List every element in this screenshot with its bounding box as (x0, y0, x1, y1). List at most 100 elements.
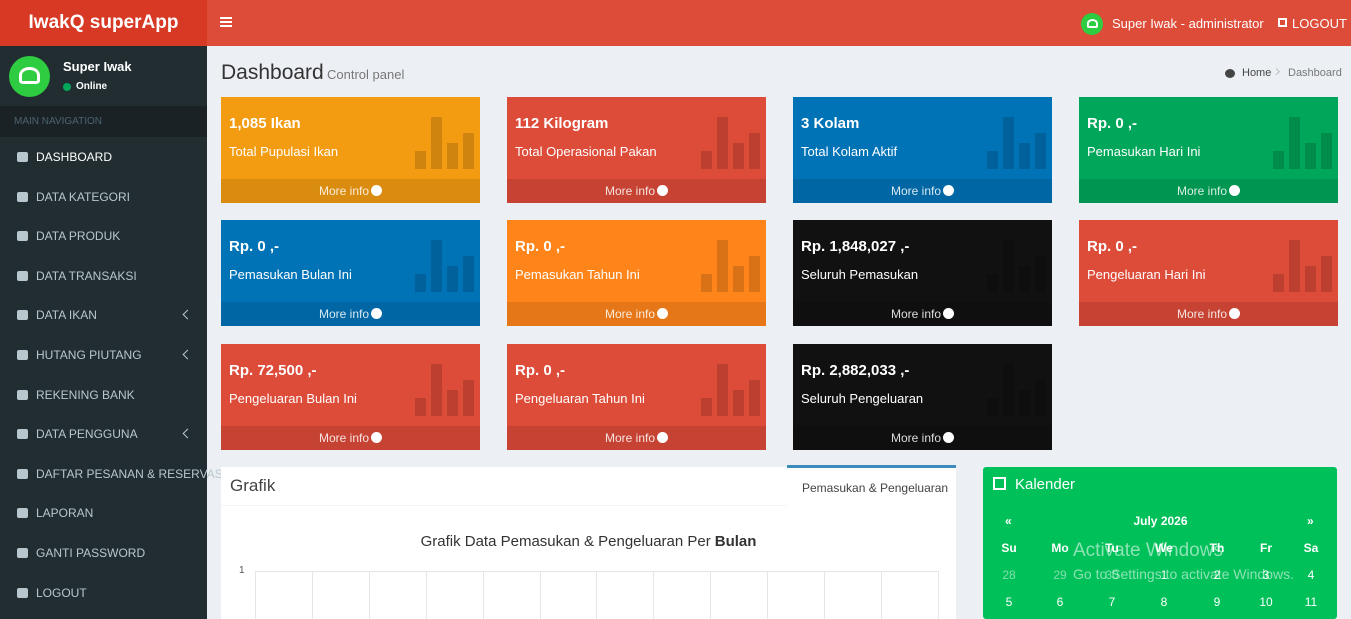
box-link-icon (657, 432, 668, 443)
box-footer[interactable]: More info (1079, 302, 1338, 326)
nav-item[interactable] (0, 297, 207, 335)
nav-icon (17, 389, 28, 400)
box-icon-bar (431, 240, 442, 292)
calendar-prev[interactable]: « (1005, 514, 1012, 528)
box-footer[interactable]: More info (1079, 179, 1338, 203)
box-footer[interactable]: More info (507, 302, 766, 326)
brand: IwakQ superApp (28, 12, 179, 33)
calendar-day[interactable]: 6 (1056, 595, 1064, 609)
box-value: Rp. 1,848,027 ,- (801, 238, 910, 255)
calendar-day[interactable]: 3 (1262, 568, 1270, 582)
calendar-day[interactable]: 11 (1304, 595, 1318, 609)
box-label: Pemasukan Tahun Ini (515, 267, 640, 282)
info-box: Rp. 0 ,- Pengeluaran Tahun Ini More info (507, 344, 766, 450)
box-footer[interactable]: More info (793, 426, 1052, 450)
info-box: Rp. 1,848,027 ,- Seluruh Pemasukan More in… (793, 220, 1052, 326)
nav-label: DATA TRANSAKSI (36, 268, 137, 283)
calendar-icon (993, 477, 1006, 490)
chart-title-bold: Bulan (714, 533, 757, 550)
box-link-icon (657, 308, 668, 319)
info-box: 1,085 Ikan Total Pupulasi Ikan More info (221, 97, 480, 203)
weekday: Tu (1105, 541, 1119, 555)
box-icon-bar (463, 380, 474, 416)
box-icon-bar (1019, 143, 1030, 169)
user-status: Online (76, 81, 108, 92)
grafik-title: Grafik (230, 476, 276, 495)
nav-icon (17, 191, 28, 202)
box-icon-bar (447, 143, 458, 169)
calendar-next[interactable]: » (1307, 514, 1314, 528)
toggle-line (220, 25, 232, 27)
box-icon-bar (1289, 240, 1300, 292)
box-icon-bar (701, 398, 712, 416)
grafik-tab[interactable] (787, 465, 956, 506)
header-logout[interactable]: LOGOUT (1292, 16, 1347, 31)
calendar-day[interactable]: 29 (1053, 568, 1067, 582)
calendar-day[interactable]: 5 (1005, 595, 1013, 609)
calendar-day[interactable]: 30 (1105, 568, 1119, 582)
info-box: Rp. 0 ,- Pemasukan Bulan Ini More info (221, 220, 480, 326)
header-bar (207, 0, 1351, 46)
box-value: Rp. 0 ,- (515, 238, 566, 255)
nav-icon (17, 270, 28, 281)
calendar-day[interactable]: 7 (1108, 595, 1116, 609)
nav-item[interactable] (0, 575, 207, 613)
box-icon-bar (447, 390, 458, 416)
home-icon (1225, 69, 1235, 78)
nav-icon (17, 508, 28, 519)
nav-icon (17, 350, 28, 360)
grid-line-v (653, 571, 655, 619)
calendar-day[interactable]: 10 (1259, 595, 1273, 609)
grid-line-v (539, 571, 541, 619)
box-footer[interactable]: More info (221, 179, 480, 203)
box-icon-bar (463, 256, 474, 292)
box-link-icon (943, 432, 954, 443)
calendar-day[interactable]: 4 (1307, 568, 1315, 582)
box-footer[interactable]: More info (507, 426, 766, 450)
box-link-icon (371, 185, 382, 196)
box-label: Pengeluaran Bulan Ini (229, 391, 357, 406)
nav-icon (17, 587, 28, 598)
user-menu[interactable]: Super Iwak - administrator (1112, 16, 1264, 31)
nav-label: DATA KATEGORI (36, 189, 131, 204)
y-tick-label: 1 (239, 565, 245, 576)
info-box: Rp. 0 ,- Pemasukan Hari Ini More info (1079, 97, 1338, 203)
box-icon-bar (1289, 117, 1300, 169)
calendar-day[interactable]: 28 (1002, 568, 1016, 582)
box-label: Total Operasional Pakan (515, 144, 657, 159)
box-link: More info (891, 431, 942, 445)
calendar-month: July 2026 (1133, 514, 1188, 528)
box-icon-bar (1273, 274, 1284, 292)
box-value: Rp. 0 ,- (515, 362, 566, 379)
grid-line-v (824, 571, 825, 619)
page-subtitle: Control panel (327, 67, 405, 82)
chart-title: Grafik Data Pemasukan & Pengeluaran Per B… (221, 533, 956, 550)
box-footer[interactable]: More info (221, 426, 480, 450)
weekday: We (1155, 541, 1173, 555)
sidebar-toggle[interactable] (220, 17, 232, 28)
box-footer[interactable]: More info (507, 179, 766, 203)
calendar-day[interactable]: 1 (1160, 568, 1168, 582)
nav-label: DATA PENGGUNA (36, 427, 138, 442)
box-footer[interactable]: More info (793, 179, 1052, 203)
box-icon-bar (749, 133, 760, 169)
box-link-icon (1229, 308, 1240, 319)
breadcrumb-current: Dashboard (1288, 67, 1342, 79)
box-footer[interactable]: More info (221, 302, 480, 326)
nav-icon (17, 231, 28, 242)
box-value: Rp. 0 ,- (1087, 115, 1138, 132)
info-box: Rp. 72,500 ,- Pengeluaran Bulan Ini More i… (221, 344, 480, 450)
nav-label: LOGOUT (36, 585, 87, 600)
calendar-day[interactable]: 2 (1213, 568, 1221, 582)
grid-line-v (937, 571, 939, 619)
box-footer[interactable]: More info (793, 302, 1052, 326)
breadcrumb-home[interactable]: Home (1242, 67, 1272, 79)
box-value: 112 Kilogram (515, 115, 609, 132)
calendar-day[interactable]: 8 (1160, 595, 1168, 609)
nav-item[interactable] (0, 495, 207, 533)
box-value: Rp. 2,882,033 ,- (801, 362, 910, 379)
calendar-panel (983, 467, 1337, 619)
calendar-day[interactable]: 9 (1213, 595, 1221, 609)
info-box: Rp. 2,882,033 ,- Seluruh Pengeluaran More … (793, 344, 1052, 450)
